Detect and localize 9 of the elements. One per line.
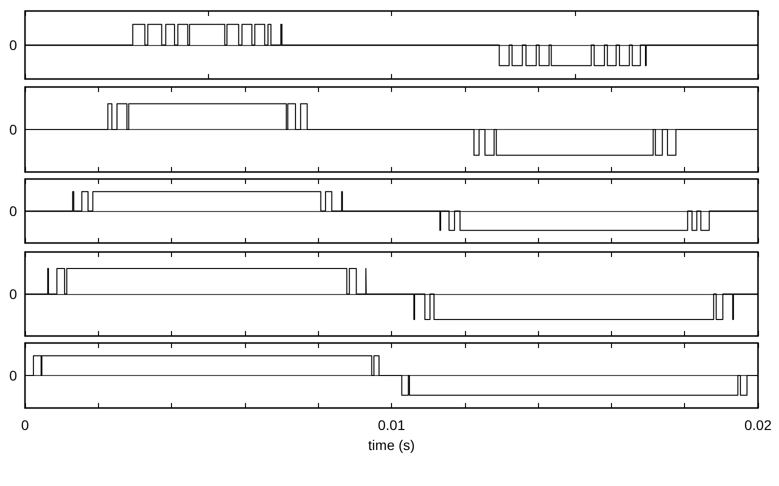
x-tick-label: 0	[21, 417, 30, 433]
x-tick-label: 0.02	[744, 417, 772, 433]
text: 0	[9, 368, 18, 384]
x-axis-title: time (s)	[368, 437, 415, 453]
text: 0	[9, 37, 18, 53]
text: 0	[9, 203, 18, 219]
text: 0	[9, 286, 18, 302]
x-tick-label: 0.01	[378, 417, 406, 433]
text: 0	[9, 122, 18, 138]
